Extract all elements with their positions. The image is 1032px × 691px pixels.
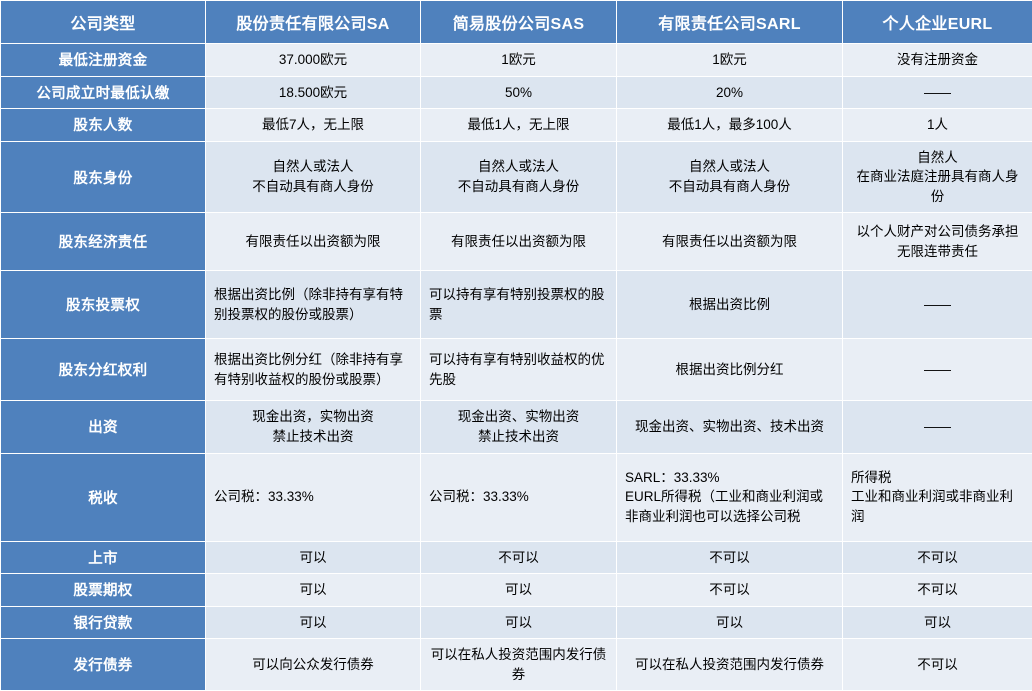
cell-r8-c1: 公司税：33.33% <box>421 453 617 541</box>
header-cell-1: 股份责任有限公司SA <box>206 1 421 44</box>
row-header-10: 股票期权 <box>1 574 206 607</box>
row-header-11: 银行贷款 <box>1 606 206 639</box>
row-header-7: 出资 <box>1 401 206 453</box>
cell-r4-c3: 以个人财产对公司债务承担无限连带责任 <box>843 213 1032 271</box>
cell-r3-c0: 自然人或法人不自动具有商人身份 <box>206 141 421 213</box>
cell-r1-c0: 18.500欧元 <box>206 76 421 109</box>
cell-r11-c0: 可以 <box>206 606 421 639</box>
table-row: 股东分红权利根据出资比例分红（除非持有享有特别收益权的股份或股票）可以持有享有特… <box>1 339 1032 401</box>
cell-r5-c3: —— <box>843 271 1032 339</box>
table-row: 发行债券可以向公众发行债券可以在私人投资范围内发行债券可以在私人投资范围内发行债… <box>1 639 1032 691</box>
cell-r8-c0: 公司税：33.33% <box>206 453 421 541</box>
cell-r6-c2: 根据出资比例分红 <box>617 339 843 401</box>
cell-r12-c0: 可以向公众发行债券 <box>206 639 421 691</box>
cell-r9-c1: 不可以 <box>421 541 617 574</box>
header-cell-4: 个人企业EURL <box>843 1 1032 44</box>
cell-r10-c0: 可以 <box>206 574 421 607</box>
header-cell-0: 公司类型 <box>1 1 206 44</box>
table-row: 股票期权可以可以不可以不可以 <box>1 574 1032 607</box>
header-row: 公司类型 股份责任有限公司SA 简易股份公司SAS 有限责任公司SARL 个人企… <box>1 1 1032 44</box>
cell-r10-c3: 不可以 <box>843 574 1032 607</box>
cell-r0-c0: 37.000欧元 <box>206 44 421 77</box>
row-header-2: 股东人数 <box>1 109 206 142</box>
cell-r5-c1: 可以持有享有特别投票权的股票 <box>421 271 617 339</box>
cell-r2-c1: 最低1人，无上限 <box>421 109 617 142</box>
cell-r12-c1: 可以在私人投资范围内发行债券 <box>421 639 617 691</box>
table-row: 银行贷款可以可以可以可以 <box>1 606 1032 639</box>
cell-r3-c1: 自然人或法人不自动具有商人身份 <box>421 141 617 213</box>
cell-r11-c3: 可以 <box>843 606 1032 639</box>
cell-r2-c3: 1人 <box>843 109 1032 142</box>
cell-r12-c3: 不可以 <box>843 639 1032 691</box>
cell-r4-c0: 有限责任以出资额为限 <box>206 213 421 271</box>
table-row: 股东经济责任有限责任以出资额为限有限责任以出资额为限有限责任以出资额为限以个人财… <box>1 213 1032 271</box>
header-cell-3: 有限责任公司SARL <box>617 1 843 44</box>
cell-r6-c1: 可以持有享有特别收益权的优先股 <box>421 339 617 401</box>
cell-r1-c1: 50% <box>421 76 617 109</box>
cell-r9-c2: 不可以 <box>617 541 843 574</box>
cell-r0-c2: 1欧元 <box>617 44 843 77</box>
table-row: 税收公司税：33.33%公司税：33.33%SARL：33.33%EURL所得税… <box>1 453 1032 541</box>
row-header-12: 发行债券 <box>1 639 206 691</box>
cell-r6-c3: —— <box>843 339 1032 401</box>
row-header-3: 股东身份 <box>1 141 206 213</box>
row-header-0: 最低注册资金 <box>1 44 206 77</box>
cell-r2-c0: 最低7人，无上限 <box>206 109 421 142</box>
cell-r8-c2: SARL：33.33%EURL所得税（工业和商业利润或非商业利润也可以选择公司税 <box>617 453 843 541</box>
cell-r2-c2: 最低1人，最多100人 <box>617 109 843 142</box>
cell-r3-c3: 自然人在商业法庭注册具有商人身份 <box>843 141 1032 213</box>
row-header-8: 税收 <box>1 453 206 541</box>
cell-r7-c0: 现金出资，实物出资禁止技术出资 <box>206 401 421 453</box>
table-row: 出资现金出资，实物出资禁止技术出资现金出资、实物出资禁止技术出资现金出资、实物出… <box>1 401 1032 453</box>
cell-r10-c2: 不可以 <box>617 574 843 607</box>
cell-r0-c3: 没有注册资金 <box>843 44 1032 77</box>
cell-r4-c2: 有限责任以出资额为限 <box>617 213 843 271</box>
row-header-1: 公司成立时最低认缴 <box>1 76 206 109</box>
cell-r11-c2: 可以 <box>617 606 843 639</box>
table-row: 上市可以不可以不可以不可以 <box>1 541 1032 574</box>
cell-r12-c2: 可以在私人投资范围内发行债券 <box>617 639 843 691</box>
cell-r3-c2: 自然人或法人不自动具有商人身份 <box>617 141 843 213</box>
cell-r4-c1: 有限责任以出资额为限 <box>421 213 617 271</box>
header-cell-2: 简易股份公司SAS <box>421 1 617 44</box>
cell-r5-c2: 根据出资比例 <box>617 271 843 339</box>
cell-r7-c1: 现金出资、实物出资禁止技术出资 <box>421 401 617 453</box>
cell-r7-c2: 现金出资、实物出资、技术出资 <box>617 401 843 453</box>
cell-r5-c0: 根据出资比例（除非持有享有特别投票权的股份或股票） <box>206 271 421 339</box>
table-header: 公司类型 股份责任有限公司SA 简易股份公司SAS 有限责任公司SARL 个人企… <box>1 1 1032 44</box>
cell-r0-c1: 1欧元 <box>421 44 617 77</box>
cell-r10-c1: 可以 <box>421 574 617 607</box>
table-row: 股东投票权根据出资比例（除非持有享有特别投票权的股份或股票）可以持有享有特别投票… <box>1 271 1032 339</box>
row-header-6: 股东分红权利 <box>1 339 206 401</box>
cell-r8-c3: 所得税工业和商业利润或非商业利润 <box>843 453 1032 541</box>
cell-r6-c0: 根据出资比例分红（除非持有享有特别收益权的股份或股票） <box>206 339 421 401</box>
cell-r1-c3: —— <box>843 76 1032 109</box>
cell-r9-c0: 可以 <box>206 541 421 574</box>
cell-r7-c3: —— <box>843 401 1032 453</box>
row-header-4: 股东经济责任 <box>1 213 206 271</box>
cell-r11-c1: 可以 <box>421 606 617 639</box>
row-header-9: 上市 <box>1 541 206 574</box>
table-row: 股东身份自然人或法人不自动具有商人身份自然人或法人不自动具有商人身份自然人或法人… <box>1 141 1032 213</box>
cell-r1-c2: 20% <box>617 76 843 109</box>
cell-r9-c3: 不可以 <box>843 541 1032 574</box>
row-header-5: 股东投票权 <box>1 271 206 339</box>
